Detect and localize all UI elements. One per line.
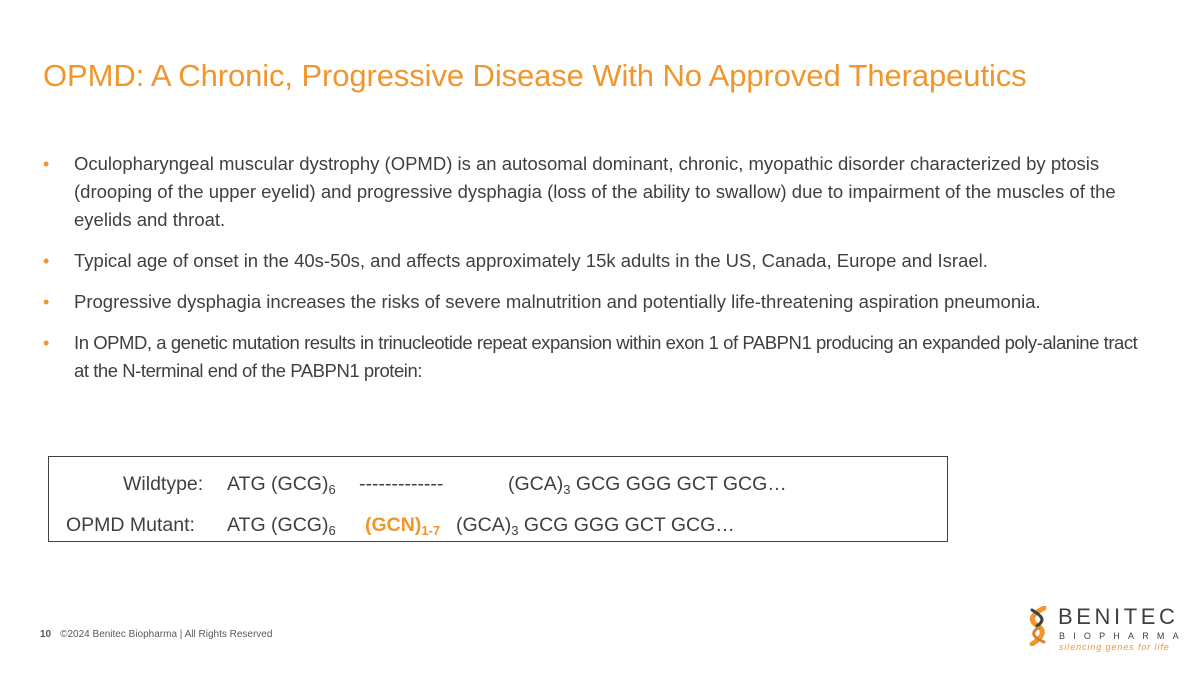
- benitec-logo: BENITEC BIOPHARMA silencing genes for li…: [1024, 604, 1179, 654]
- helix-logo-icon: [1029, 606, 1047, 646]
- bullet-marker: •: [43, 333, 49, 353]
- mutant-label: OPMD Mutant:: [66, 514, 195, 536]
- bullet-item: • Oculopharyngeal muscular dystrophy (OP…: [43, 150, 1143, 234]
- sequence-comparison-box: Wildtype: ATG (GCG)6 ------------- (GCA)…: [48, 456, 948, 542]
- mutant-start: ATG (GCG)6: [227, 514, 336, 538]
- bullet-item: • Typical age of onset in the 40s-50s, a…: [43, 247, 1143, 275]
- bullet-text: Progressive dysphagia increases the risk…: [74, 291, 1041, 312]
- copyright-text: ©2024 Benitec Biopharma | All Rights Res…: [60, 629, 273, 640]
- bullet-marker: •: [43, 251, 50, 271]
- bullet-marker: •: [43, 292, 50, 312]
- bullet-list: • Oculopharyngeal muscular dystrophy (OP…: [43, 150, 1143, 398]
- page-title: OPMD: A Chronic, Progressive Disease Wit…: [43, 58, 1027, 93]
- bullet-item: • In OPMD, a genetic mutation results in…: [43, 329, 1143, 385]
- logo-subtitle: BIOPHARMA: [1059, 631, 1187, 641]
- wildtype-gap: -------------: [359, 473, 444, 495]
- wildtype-sequence-row: Wildtype: ATG (GCG)6 ------------- (GCA)…: [49, 473, 947, 499]
- mutant-sequence-row: OPMD Mutant: ATG (GCG)6 (GCN)1-7 (GCA)3 …: [49, 514, 947, 540]
- wildtype-repeat: (GCA)3 GCG GGG GCT GCG…: [508, 473, 787, 497]
- bullet-text: Oculopharyngeal muscular dystrophy (OPMD…: [74, 153, 1116, 230]
- wildtype-start: ATG (GCG)6: [227, 473, 336, 497]
- mutant-repeat: (GCA)3 GCG GGG GCT GCG…: [456, 514, 735, 538]
- slide-footer: 10 ©2024 Benitec Biopharma | All Rights R…: [40, 629, 272, 640]
- mutant-insert: (GCN)1-7: [365, 514, 441, 538]
- bullet-text: In OPMD, a genetic mutation results in t…: [74, 332, 1138, 381]
- bullet-marker: •: [43, 154, 50, 174]
- wildtype-label: Wildtype:: [123, 473, 204, 495]
- bullet-text: Typical age of onset in the 40s-50s, and…: [74, 250, 988, 271]
- logo-tagline: silencing genes for life: [1059, 642, 1170, 652]
- logo-name: BENITEC: [1058, 604, 1179, 629]
- page-number: 10: [40, 629, 52, 640]
- bullet-item: • Progressive dysphagia increases the ri…: [43, 288, 1143, 316]
